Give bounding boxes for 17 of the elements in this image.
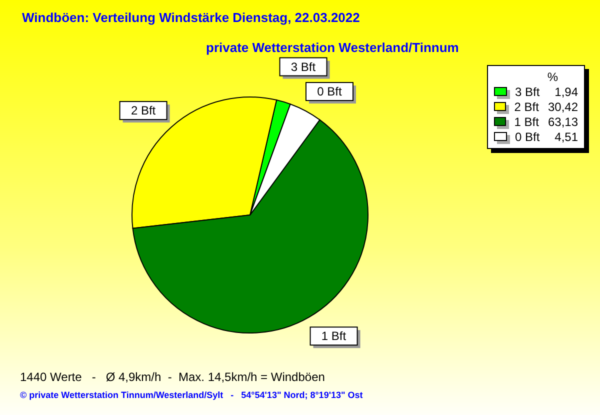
slice-label: 0 Bft [317, 84, 342, 99]
slice-label: 1 Bft [321, 329, 347, 344]
slice-label: 2 Bft [130, 104, 156, 118]
chart-subtitle: private Wetterstation Westerland/Tinnum [206, 40, 459, 55]
legend-title: % [546, 70, 559, 84]
legend-label: 0 Bft [515, 130, 541, 144]
legend-label: 3 Bft [515, 84, 541, 98]
data-label: 30,42 [548, 100, 578, 114]
legend-label: 1 Bft [514, 114, 540, 128]
text: 1440 Werte - Ø 4,9km/h - Max. 14,5km/h = Windböen [20, 370, 325, 384]
data-label: 63,13 [548, 114, 578, 128]
legend-label: 2 Bft [514, 100, 540, 114]
text: © private Wetterstation Tinnum/Westerland/Sylt - 54°54'13" Nord; 8°19'13" Ost [20, 390, 363, 400]
data-label: 1,94 [554, 84, 578, 98]
data-label: 4,51 [554, 130, 578, 144]
slice-label: 3 Bft [290, 60, 316, 74]
chart-title: Windböen: Verteilung Windstärke Dienstag, 22.03.2022 [22, 10, 360, 25]
